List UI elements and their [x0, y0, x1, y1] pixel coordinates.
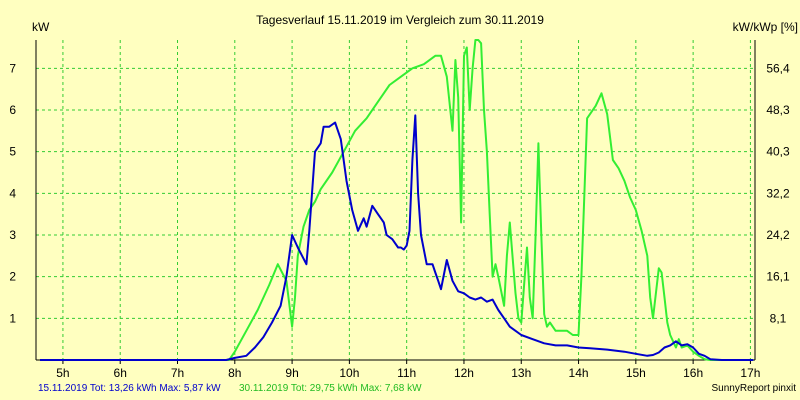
grid-lines	[36, 40, 755, 360]
x-tick-label: 14h	[569, 366, 589, 380]
x-tick-label: 8h	[228, 366, 241, 380]
y-tick-label-left: 4	[9, 186, 16, 200]
series-line-30-11-2019	[40, 39, 754, 361]
brand-credit: SunnyReport pinxit	[711, 383, 797, 394]
y-tick-label-left: 7	[9, 61, 16, 75]
x-tick-label: 9h	[285, 366, 298, 380]
y-tick-label-right: 40,3	[766, 145, 790, 159]
series-line-15-11-2019	[40, 114, 754, 361]
y-axis-label-right: kW/kWp [%]	[733, 20, 798, 34]
x-tick-label: 15h	[626, 366, 646, 380]
x-tick-label: 17h	[740, 366, 760, 380]
y-tick-label-right: 24,2	[766, 228, 790, 242]
x-tick-label: 6h	[114, 366, 127, 380]
axes	[35, 40, 756, 364]
y-tick-label-right: 48,3	[766, 103, 790, 117]
y-tick-label-right: 8,1	[770, 311, 787, 325]
chart-title: Tagesverlauf 15.11.2019 im Vergleich zum…	[256, 13, 544, 27]
series-b-summary: 30.11.2019 Tot: 29,75 kWh Max: 7,68 kW	[239, 383, 422, 394]
series-lines	[40, 39, 754, 361]
series-a-summary: 15.11.2019 Tot: 13,26 kWh Max: 5,87 kW	[38, 383, 221, 394]
y-tick-label-right: 16,1	[766, 270, 790, 284]
x-tick-label: 7h	[171, 366, 184, 380]
x-tick-label: 11h	[397, 366, 416, 380]
y-tick-label-left: 1	[9, 311, 16, 325]
y-tick-label-right: 56,4	[766, 61, 790, 75]
y-axis-label-left: kW	[32, 20, 50, 34]
tick-labels: 5h 6h 7h 8h 9h 10h 11h 12h 13h 14h 15h 16h 17h 1 8,1 2 1…	[9, 61, 790, 380]
y-tick-label-left: 2	[9, 270, 16, 284]
y-tick-label-left: 3	[9, 228, 16, 242]
plot-area	[36, 40, 755, 360]
x-tick-label: 5h	[56, 366, 69, 380]
x-tick-label: 12h	[454, 366, 474, 380]
y-tick-label-right: 32,2	[766, 186, 790, 200]
y-tick-label-left: 6	[9, 103, 16, 117]
x-tick-label: 16h	[683, 366, 703, 380]
x-tick-label: 13h	[511, 366, 531, 380]
x-tick-label: 10h	[339, 366, 359, 380]
y-tick-label-left: 5	[9, 145, 16, 159]
